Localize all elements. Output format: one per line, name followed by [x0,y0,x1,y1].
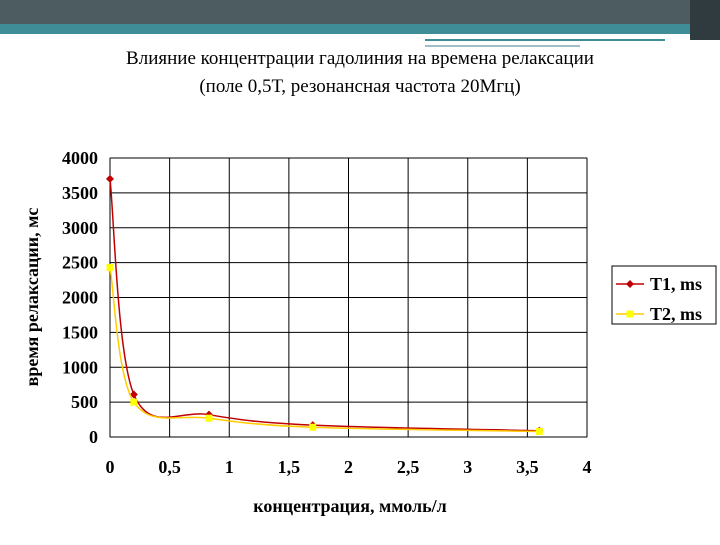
legend-label: T1, ms [650,274,702,294]
header-bar [0,0,720,24]
marker [129,390,138,399]
marker [106,264,114,272]
x-tick-label: 1 [225,457,234,477]
y-tick-label: 2000 [62,288,98,308]
series-line [109,267,540,433]
y-tick-label: 2500 [62,253,98,273]
marker [535,427,543,435]
y-tick-label: 4000 [62,148,98,168]
y-tick-label: 500 [71,392,98,412]
x-tick-label: 3,5 [516,457,539,477]
y-tick-label: 3500 [62,183,98,203]
header-corner [690,0,720,40]
chart-title: Влияние концентрации гадолиния на времен… [126,48,594,69]
x-tick-label: 2,5 [397,457,420,477]
y-tick-label: 3000 [62,218,98,238]
marker [106,174,114,183]
y-axis-label: время релаксации, мс [22,208,42,387]
chart-subtitle: (поле 0,5Т, резонансная частота 20Мгц) [199,76,520,97]
legend-marker [626,280,634,288]
x-tick-label: 3 [463,457,472,477]
marker [130,398,138,406]
x-tick-label: 1,5 [278,457,301,477]
marker [205,414,213,422]
legend-marker [626,310,634,318]
legend-label: T2, ms [650,304,702,324]
marker [309,423,317,431]
x-tick-label: 0,5 [158,457,181,477]
y-tick-label: 1000 [62,357,98,377]
x-tick-label: 2 [344,457,353,477]
x-tick-label: 4 [583,457,592,477]
legend [611,265,717,325]
x-tick-label: 0 [106,457,115,477]
y-tick-label: 1500 [62,322,98,342]
y-tick-label: 0 [89,427,98,447]
x-axis-label: концентрация, ммоль/л [253,496,447,516]
header-stripe [0,24,690,34]
